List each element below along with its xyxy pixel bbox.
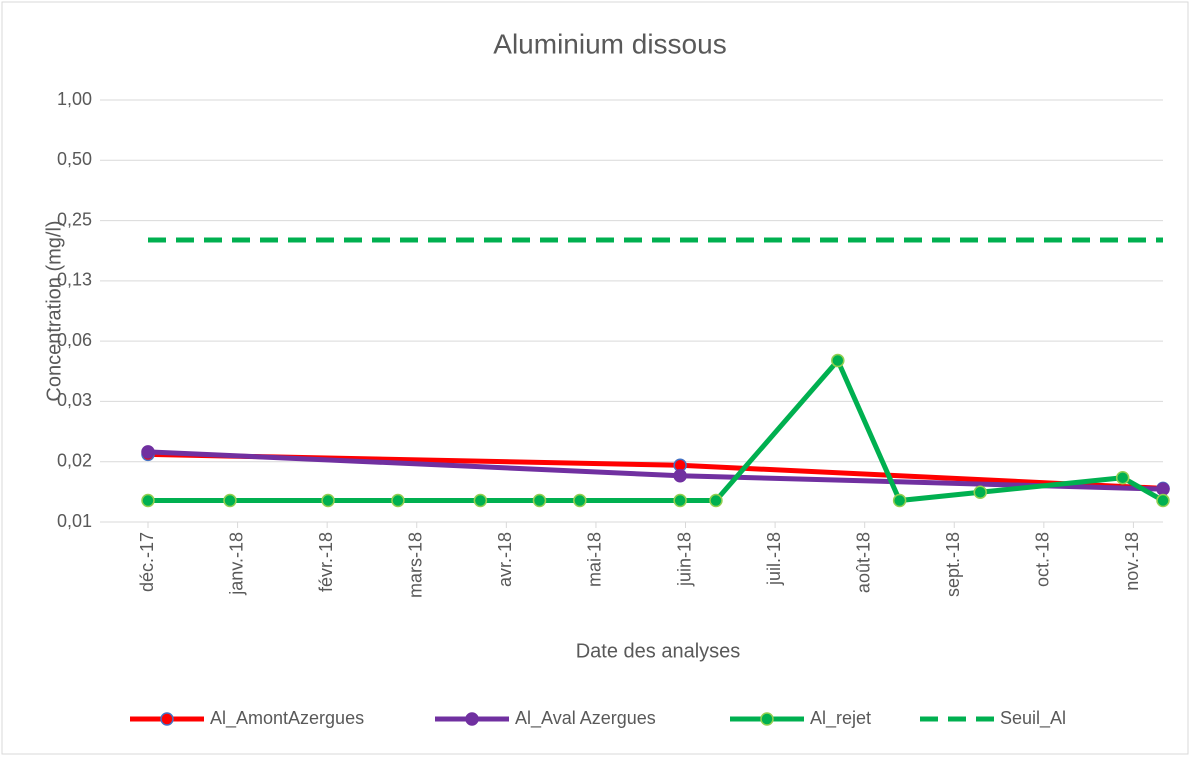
series-marker: [709, 493, 723, 508]
x-tick-label: avr.-18: [495, 532, 515, 587]
series-marker: [223, 493, 237, 508]
legend-marker: [760, 712, 774, 726]
series-marker: [973, 485, 987, 499]
x-tick-label: juin-18: [674, 532, 694, 587]
series-marker: [673, 468, 687, 483]
y-axis-title: Concentration (mg/l): [43, 220, 65, 401]
y-tick-label: 0,25: [57, 209, 92, 229]
legend-marker: [465, 712, 479, 726]
y-tick-label: 1,00: [57, 89, 92, 109]
series-marker: [473, 493, 488, 508]
series-marker: [141, 445, 155, 459]
series-marker: [391, 493, 405, 508]
x-tick-label: nov.-18: [1122, 532, 1142, 591]
legend-marker: [160, 712, 174, 726]
series-marker: [831, 353, 845, 368]
x-tick-label: déc.-17: [137, 532, 157, 592]
series-marker: [141, 493, 155, 508]
series-marker: [1156, 482, 1170, 496]
x-tick-label: mars-18: [406, 532, 426, 598]
x-tick-label: janv.-18: [226, 532, 246, 596]
series-marker: [573, 493, 587, 508]
series-line: [148, 355, 1165, 504]
series-marker: [321, 493, 335, 508]
series-marker: [532, 493, 547, 508]
series-marker: [892, 493, 907, 508]
series-marker: [1115, 470, 1130, 485]
x-tick-label: sept.-18: [943, 532, 963, 597]
legend-label: Al_rejet: [810, 708, 871, 729]
series-marker: [1156, 493, 1170, 508]
y-tick-label: 0,50: [57, 149, 92, 169]
x-tick-label: févr.-18: [316, 532, 336, 592]
x-tick-label: mai-18: [585, 532, 605, 587]
y-tick-label: 0,13: [57, 270, 92, 290]
series-marker: [673, 493, 687, 508]
y-tick-label: 0,01: [57, 511, 92, 531]
legend-label: Seuil_Al: [1000, 708, 1066, 729]
y-tick-label: 0,02: [57, 450, 92, 470]
chart-title: Aluminium dissous: [493, 28, 726, 59]
x-tick-label: août-18: [853, 532, 873, 593]
y-tick-label: 0,06: [57, 330, 92, 350]
legend-label: Al_AmontAzergues: [210, 708, 364, 729]
x-tick-label: juil.-18: [764, 532, 784, 586]
x-axis-title: Date des analyses: [576, 640, 741, 662]
legend-label: Al_Aval Azergues: [515, 708, 656, 729]
y-tick-label: 0,03: [57, 390, 92, 410]
x-tick-label: oct.-18: [1033, 532, 1053, 587]
